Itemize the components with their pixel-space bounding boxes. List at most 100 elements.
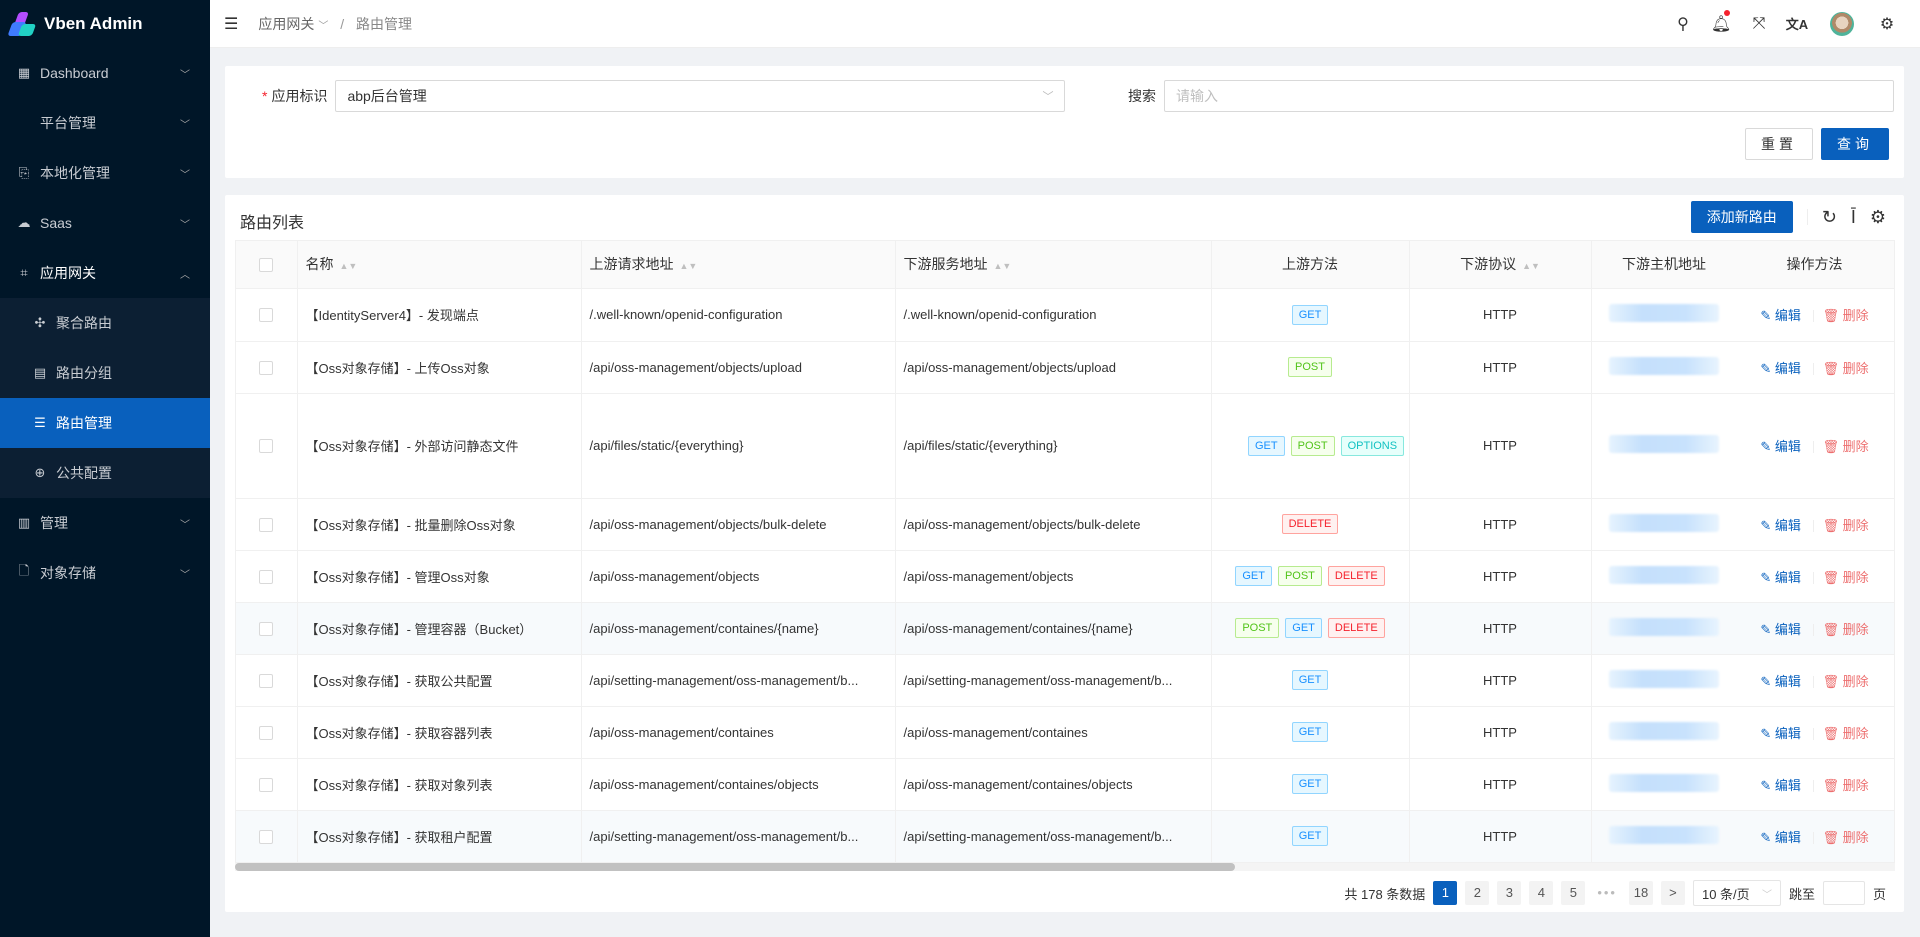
sidebar-item-localization[interactable]: ⎘ 本地化管理 ﹀ xyxy=(0,148,210,198)
column-header-name[interactable]: 名称 ▲▼ xyxy=(297,241,582,289)
sidebar-item-object-storage[interactable]: 🗋 对象存储 ﹀ xyxy=(0,548,210,598)
logo[interactable]: Vben Admin xyxy=(0,0,210,48)
search-input[interactable] xyxy=(1164,80,1894,112)
edit-button[interactable]: ✎ 编辑 xyxy=(1760,517,1801,533)
chevron-down-icon: ﹀ xyxy=(180,119,190,131)
column-header-downstream[interactable]: 下游服务地址 ▲▼ xyxy=(895,241,1212,289)
table-title: 路由列表 xyxy=(240,215,305,232)
row-checkbox[interactable] xyxy=(259,829,274,844)
sidebar-item-route-group[interactable]: ▤ 路由分组 xyxy=(33,365,112,381)
app-id-select[interactable]: abp后台管理 ﹀ xyxy=(335,80,1066,112)
edit-button[interactable]: ✎ 编辑 xyxy=(1760,725,1801,741)
delete-button[interactable]: 🗑︎ 删除 xyxy=(1822,725,1869,741)
reset-button[interactable]: 重置 xyxy=(1745,128,1813,160)
sidebar-item-global-config[interactable]: ⊕ 公共配置 xyxy=(0,448,210,498)
upstream-methods: GET xyxy=(1211,758,1410,811)
edit-button[interactable]: ✎ 编辑 xyxy=(1760,360,1801,376)
method-tag-get: GET xyxy=(1235,566,1272,586)
add-route-button[interactable]: 添加新路由 xyxy=(1690,201,1793,233)
row-checkbox[interactable] xyxy=(259,308,274,323)
sidebar-item-gateway[interactable]: ⌗ 应用网关 ︿ xyxy=(0,248,210,298)
bell-icon[interactable]: 🔔︎ xyxy=(1702,9,1740,34)
settings-icon[interactable]: ⚙ xyxy=(1869,206,1886,227)
column-header-protocol[interactable]: 下游协议 ▲▼ xyxy=(1409,241,1592,289)
edit-button[interactable]: ✎ 编辑 xyxy=(1760,673,1801,689)
page-last[interactable]: 18 xyxy=(1628,881,1653,905)
refresh-icon[interactable]: ↻ xyxy=(1821,206,1837,227)
row-checkbox[interactable] xyxy=(259,517,274,532)
page-4[interactable]: 4 xyxy=(1529,881,1554,905)
edit-button[interactable]: ✎ 编辑 xyxy=(1760,569,1801,585)
route-table: 名称 ▲▼ 上游请求地址 ▲▼ 下游服务地址 ▲▼ 上游方法 下游协议 ▲▼ 下游主机地… xyxy=(235,240,1895,863)
downstream-host-redacted xyxy=(1591,498,1738,551)
edit-button[interactable]: ✎ 编辑 xyxy=(1760,439,1801,454)
sidebar-item-saas[interactable]: ☁ Saas ﹀ xyxy=(17,215,191,231)
edit-icon: ✎ xyxy=(1760,673,1772,689)
sidebar-item-aggregate-route[interactable]: ✣ 聚合路由 xyxy=(0,298,210,348)
sidebar-item-dashboard[interactable]: ▦ Dashboard ﹀ xyxy=(17,65,190,81)
delete-button[interactable]: 🗑︎ 删除 xyxy=(1822,360,1869,376)
delete-button[interactable]: 🗑︎ 删除 xyxy=(1822,517,1869,533)
page-size-select[interactable]: 10 条/页 ﹀ xyxy=(1692,880,1781,906)
chevron-up-icon: ︿ xyxy=(180,269,190,281)
manage-icon: ▥ xyxy=(17,515,31,530)
delete-button[interactable]: 🗑︎ 删除 xyxy=(1822,621,1869,637)
method-tag-get: GET xyxy=(1291,304,1329,325)
upstream-methods: GET POST DELETE xyxy=(1211,550,1410,603)
select-all-checkbox[interactable] xyxy=(259,258,274,273)
page-5[interactable]: 5 xyxy=(1561,881,1586,905)
row-checkbox[interactable] xyxy=(259,621,274,636)
row-checkbox[interactable] xyxy=(259,569,274,584)
downstream-path: /api/oss-management/containes xyxy=(895,706,1212,759)
delete-button[interactable]: 🗑︎ 删除 xyxy=(1822,777,1869,793)
breadcrumb-item-gateway[interactable]: 应用网关 xyxy=(258,15,315,32)
delete-button[interactable]: 🗑︎ 删除 xyxy=(1822,308,1869,323)
next-page-button[interactable]: > xyxy=(1660,881,1685,905)
row-checkbox[interactable] xyxy=(259,439,274,454)
column-header-upstream[interactable]: 上游请求地址 ▲▼ xyxy=(581,241,896,289)
sort-icon[interactable]: ▲▼ xyxy=(339,261,358,272)
downstream-host-redacted xyxy=(1591,654,1738,707)
chevron-down-icon: ﹀ xyxy=(180,169,190,181)
edit-button[interactable]: ✎ 编辑 xyxy=(1760,829,1801,845)
app-title: Vben Admin xyxy=(44,14,143,33)
row-checkbox[interactable] xyxy=(259,725,274,740)
trash-icon: 🗑︎ xyxy=(1822,777,1840,793)
row-checkbox[interactable] xyxy=(259,777,274,792)
sort-icon[interactable]: ▲▼ xyxy=(679,261,698,272)
page-2[interactable]: 2 xyxy=(1465,881,1490,905)
method-tag-get: GET xyxy=(1291,722,1329,742)
sort-icon[interactable]: ▲▼ xyxy=(993,261,1012,272)
query-button[interactable]: 查询 xyxy=(1821,128,1889,160)
row-checkbox[interactable] xyxy=(259,360,274,375)
column-height-icon[interactable]: Ī xyxy=(1850,206,1856,227)
delete-button[interactable]: 🗑︎ 删除 xyxy=(1822,569,1869,585)
page-3[interactable]: 3 xyxy=(1497,881,1522,905)
sort-icon[interactable]: ▲▼ xyxy=(1522,261,1540,272)
delete-button[interactable]: 🗑︎ 删除 xyxy=(1822,829,1869,845)
delete-button[interactable]: 🗑︎ 删除 xyxy=(1822,439,1869,454)
delete-button[interactable]: 🗑︎ 删除 xyxy=(1822,673,1869,689)
edit-button[interactable]: ✎ 编辑 xyxy=(1760,621,1801,637)
horizontal-scrollbar[interactable] xyxy=(235,863,1895,871)
search-icon[interactable]: ⚲ xyxy=(1677,15,1689,33)
menu-fold-icon[interactable]: ☰ xyxy=(224,15,239,33)
jump-page-input[interactable] xyxy=(1822,881,1865,905)
scrollbar-thumb[interactable] xyxy=(235,863,1235,871)
table-row: 【Oss对象存储】- 获取公共配置 /api/setting-managemen… xyxy=(236,654,1894,707)
sidebar-item-route-management[interactable]: ☰ 路由管理 xyxy=(0,398,210,448)
page-1[interactable]: 1 xyxy=(1433,881,1458,905)
row-checkbox[interactable] xyxy=(259,673,274,688)
fullscreen-icon[interactable]: ⤧ xyxy=(1752,14,1766,32)
avatar[interactable] xyxy=(1830,11,1854,36)
jump-label: 跳至 xyxy=(1788,886,1815,902)
sidebar-item-platform[interactable]: 平台管理 ﹀ xyxy=(40,115,190,131)
edit-button[interactable]: ✎ 编辑 xyxy=(1760,777,1801,793)
edit-button[interactable]: ✎ 编辑 xyxy=(1760,308,1801,323)
downstream-host-redacted xyxy=(1591,706,1738,759)
sidebar-item-manage[interactable]: ▥ 管理 ﹀ xyxy=(17,515,190,531)
gear-icon[interactable]: ⚙ xyxy=(1879,15,1895,33)
page-ellipsis[interactable]: ••• xyxy=(1597,885,1617,900)
translate-icon[interactable]: 文A xyxy=(1785,17,1809,32)
gateway-submenu: ✣ 聚合路由 ▤ 路由分组 ☰ 路由管理 ⊕ 公共配置 xyxy=(0,298,210,498)
